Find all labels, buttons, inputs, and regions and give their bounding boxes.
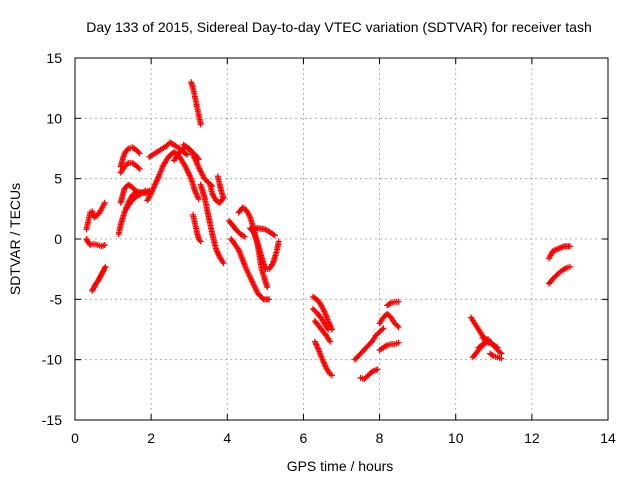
x-tick-label: 8	[376, 430, 384, 446]
series-arc21	[247, 225, 282, 273]
series-arc37	[545, 243, 573, 262]
series-arc10	[144, 149, 202, 204]
data-point	[481, 340, 488, 347]
data-point	[196, 237, 203, 244]
series-arc24	[309, 305, 332, 333]
series-arc15	[197, 181, 227, 267]
data-point	[135, 149, 142, 156]
data-point	[327, 338, 334, 345]
data-point	[275, 238, 282, 245]
data-point	[194, 155, 201, 162]
data-point	[266, 296, 273, 303]
series-arc12	[180, 141, 202, 163]
data-point	[220, 260, 227, 267]
y-tick-label: 10	[46, 110, 62, 126]
data-point	[325, 326, 332, 333]
data-point	[489, 352, 496, 359]
data-point	[382, 342, 389, 349]
data-point	[135, 164, 142, 171]
data-point	[241, 233, 248, 240]
data-point	[395, 339, 402, 346]
data-point	[197, 238, 204, 245]
x-tick-label: 2	[147, 430, 155, 446]
y-tick-label: 15	[46, 50, 62, 66]
data-point	[102, 263, 109, 270]
x-tick-label: 6	[300, 430, 308, 446]
data-point	[183, 150, 190, 157]
y-tick-label: 5	[54, 171, 62, 187]
data-point	[380, 325, 387, 332]
series-arc16	[207, 181, 227, 206]
data-point	[136, 150, 143, 157]
x-tick-label: 10	[448, 430, 464, 446]
x-tick-label: 12	[524, 430, 540, 446]
series-arc18	[226, 217, 248, 240]
data-point	[498, 355, 505, 362]
data-point	[136, 166, 143, 173]
x-tick-label: 14	[600, 430, 616, 446]
series-arc19	[235, 204, 271, 291]
data-point	[101, 264, 108, 271]
series-arc30	[384, 298, 402, 309]
series-arc01	[83, 199, 108, 233]
data-point	[374, 366, 381, 373]
series-arc35	[479, 334, 505, 357]
y-tick-label: -10	[42, 352, 62, 368]
data-point	[220, 194, 227, 201]
series-arc17	[214, 173, 227, 201]
data-point	[240, 232, 247, 239]
series-arc31	[376, 339, 402, 354]
data-point	[566, 263, 573, 270]
data-point	[271, 232, 278, 239]
series-arc22	[249, 225, 278, 239]
series-arc38	[545, 263, 573, 287]
data-point	[264, 284, 271, 291]
series-arc03	[89, 263, 109, 294]
data-point	[101, 242, 108, 249]
data-points	[83, 79, 573, 382]
data-point	[497, 349, 504, 356]
data-point	[566, 243, 573, 250]
data-point	[101, 199, 108, 206]
data-point	[270, 231, 277, 238]
series-arc25	[311, 318, 334, 345]
data-point	[386, 300, 393, 307]
data-point	[395, 298, 402, 305]
data-point	[328, 372, 335, 379]
data-point	[131, 186, 138, 193]
series-arc27	[351, 325, 387, 363]
x-tick-label: 0	[71, 430, 79, 446]
series-arc23	[309, 293, 335, 333]
series-arc36	[486, 350, 505, 362]
axis-ticks: 0 2 4 6 8 10 12 14 -15 -10 -5 0 5 10 15	[42, 50, 616, 446]
grid-lines	[75, 58, 608, 420]
data-point	[395, 324, 402, 331]
series-arc29	[376, 310, 402, 331]
series-arc06	[117, 144, 143, 170]
y-tick-label: 0	[54, 231, 62, 247]
x-axis-label: GPS time / hours	[287, 458, 394, 474]
y-tick-label: -15	[42, 412, 62, 428]
data-point	[379, 326, 386, 333]
chart-title: Day 133 of 2015, Sidereal Day-to-day VTE…	[86, 19, 592, 35]
data-point	[124, 161, 131, 168]
series-arc26	[311, 338, 335, 379]
data-point	[184, 151, 191, 158]
series-arc13	[188, 79, 204, 128]
data-point	[394, 322, 401, 329]
series-arc28	[357, 366, 381, 382]
series-arc14	[190, 211, 204, 245]
y-axis-label: SDTVAR / TECUs	[7, 183, 23, 295]
data-point	[197, 121, 204, 128]
series-arc08	[123, 187, 153, 212]
series-arc07	[117, 159, 143, 176]
series-arc02	[83, 236, 108, 250]
y-tick-label: -5	[50, 291, 63, 307]
data-point	[195, 196, 202, 203]
data-point	[195, 156, 202, 163]
x-tick-label: 4	[223, 430, 231, 446]
series-arc20	[228, 236, 273, 303]
